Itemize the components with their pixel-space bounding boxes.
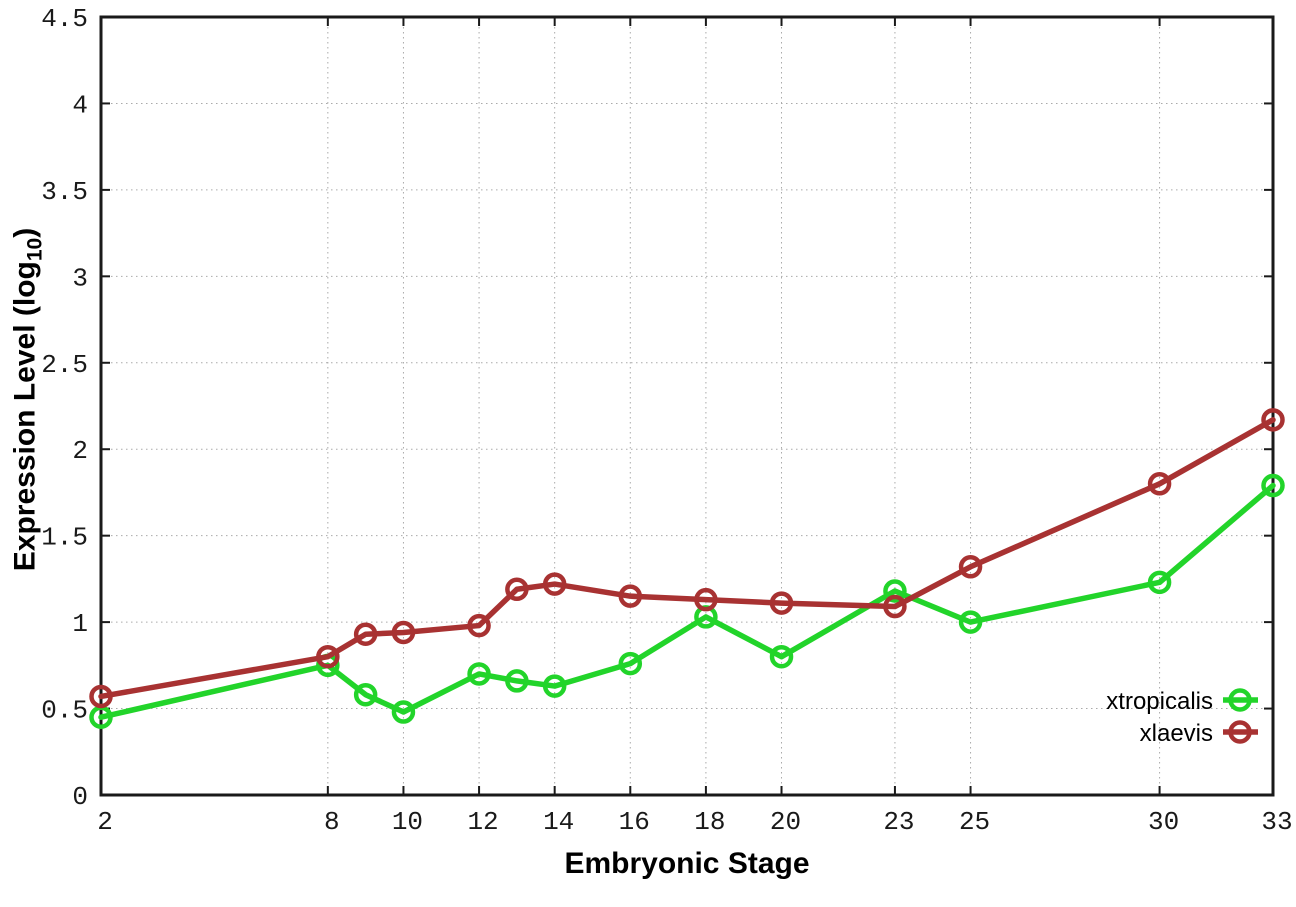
y-tick-label: 0.5 [41,696,88,726]
x-axis-title: Embryonic Stage [564,847,810,880]
y-axis-title-subscript: 10 [23,237,47,262]
y-tick-label: 2 [72,436,88,466]
data-point-xlaevis [883,594,907,619]
x-tick-label: 8 [324,807,340,837]
y-axis-title-suffix: ) [8,227,42,238]
x-tick-labels: 2 8 10 12 14 16 18 20 23 25 30 33 [97,807,1292,837]
y-tick-label: 1.5 [41,523,88,553]
data-point-xtropicalis [391,700,416,724]
data-point-xtropicalis [467,662,491,686]
y-tick-label: 0 [72,782,88,812]
legend: xtropicalis xlaevis [1106,688,1258,747]
data-point-xtropicalis [505,669,529,693]
x-tick-label: 25 [959,807,990,837]
x-tick-label: 23 [883,807,914,837]
data-point-xlaevis [391,620,416,645]
data-point-xtropicalis [769,644,794,669]
data-point-xlaevis [1147,472,1172,496]
data-point-xlaevis [769,591,794,615]
x-tick-label: 10 [392,807,423,837]
legend-marker-sample [1228,720,1252,744]
series-line-xlaevis [98,417,1276,700]
data-point-xlaevis [694,587,718,612]
y-tick-label: 3.5 [41,177,88,207]
y-axis-title: Expression Level (log10) [9,200,48,600]
x-tick-label: 14 [543,807,574,837]
data-point-xlaevis [89,684,113,709]
gridlines [101,17,1273,795]
data-point-xlaevis [316,644,340,669]
legend-item-xtropicalis: xtropicalis [1106,688,1258,715]
legend-item-xlaevis: xlaevis [1140,720,1258,747]
x-tick-label: 16 [619,807,650,837]
data-point-xlaevis [353,622,378,646]
series-xtropicalis [89,473,1285,729]
plot-border [99,15,1275,797]
series-xlaevis [89,408,1285,709]
series-line-xtropicalis [98,482,1276,720]
legend-marker-sample [1228,688,1252,712]
y-axis-title-text: Expression Level (log [8,261,42,572]
y-tick-label: 4.5 [41,4,88,34]
data-point-xtropicalis [1261,473,1285,498]
y-tick-label: 3 [72,263,88,293]
data-point-xlaevis [505,577,529,602]
y-tick-label: 1 [72,609,88,639]
data-point-xtropicalis [1147,570,1172,595]
x-tick-label: 30 [1148,807,1179,837]
data-point-xlaevis [618,584,643,608]
y-tick-label: 4 [72,90,88,120]
data-point-xlaevis [1261,408,1285,432]
data-point-xtropicalis [353,682,378,707]
x-tick-label: 33 [1261,807,1292,837]
x-tick-label: 12 [467,807,498,837]
data-point-xtropicalis [618,651,643,676]
y-tick-label: 2.5 [41,350,88,380]
x-tick-label: 2 [97,807,113,837]
data-point-xtropicalis [883,579,907,603]
x-tick-label: 20 [770,807,801,837]
y-tick-labels: 0 0.5 1 1.5 2 2.5 3 3.5 4 4.5 [41,4,88,812]
legend-label-xlaevis: xlaevis [1140,720,1213,747]
data-point-xlaevis [958,555,983,579]
data-point-xlaevis [467,613,491,638]
x-tick-label: 18 [694,807,725,837]
legend-label-xtropicalis: xtropicalis [1106,688,1213,715]
data-point-xlaevis [542,572,567,596]
data-point-xtropicalis [542,674,567,698]
data-point-xtropicalis [958,610,983,634]
